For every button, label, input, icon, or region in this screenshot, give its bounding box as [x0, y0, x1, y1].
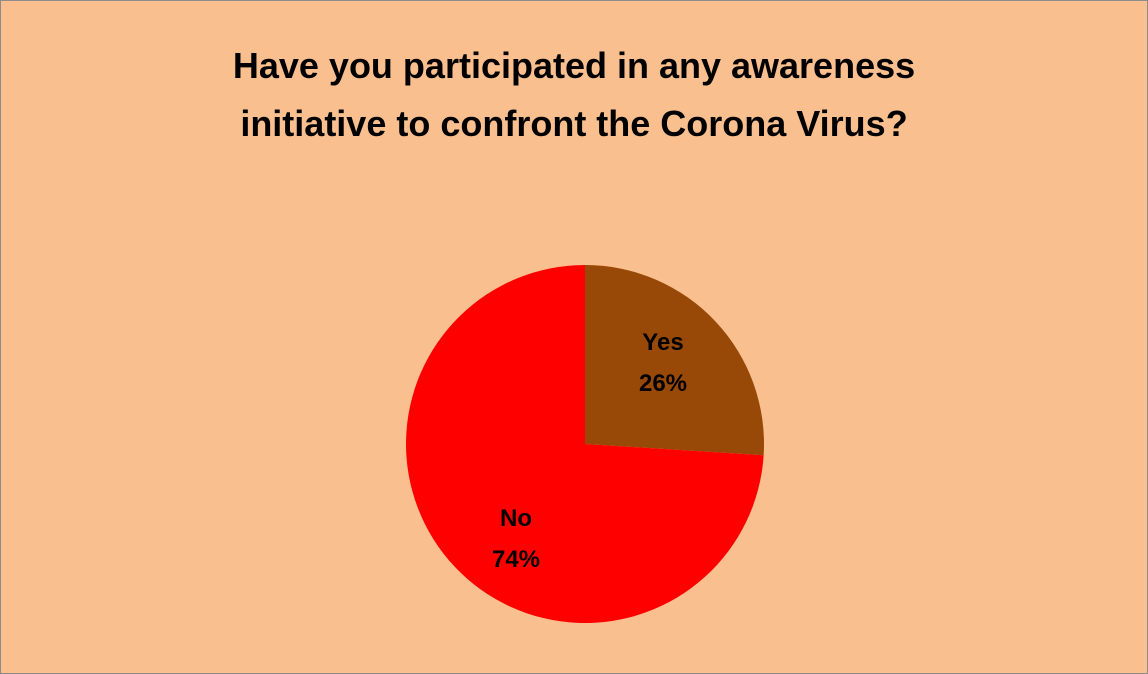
pie-slice-no — [405, 265, 764, 624]
chart-title-line-2: initiative to confront the Corona Virus? — [240, 103, 908, 144]
data-label-yes-name: Yes — [642, 329, 683, 356]
data-label-no-value: 74% — [492, 546, 540, 573]
data-label-no-name: No — [500, 505, 532, 532]
pie-slice-yes — [585, 265, 764, 456]
chart-title: Have you participated in any awareness i… — [1, 37, 1147, 153]
chart-title-line-1: Have you participated in any awareness — [232, 45, 916, 86]
data-label-yes-value: 26% — [639, 370, 687, 397]
